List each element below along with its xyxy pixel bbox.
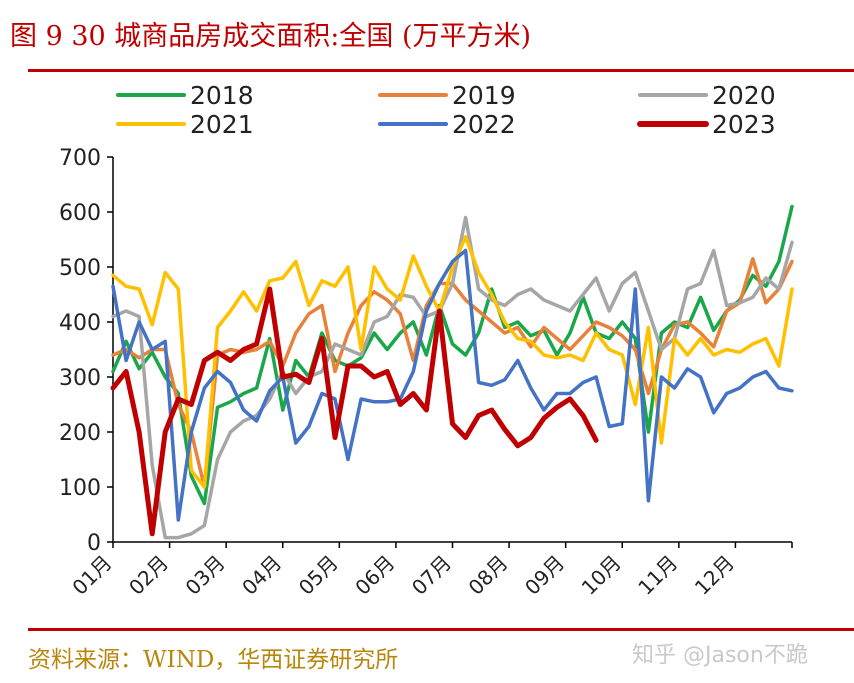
y-tick-label: 400 [59,311,101,336]
x-tick-label: 08月 [464,551,513,600]
x-tick-label: 05月 [294,551,343,600]
x-tick-label: 03月 [181,551,230,600]
source-note: 资料来源：WIND，华西证券研究所 [28,647,399,673]
legend-label-2023: 2023 [712,110,776,139]
x-tick-label: 02月 [124,551,173,600]
y-tick-label: 700 [59,146,101,171]
page-title: 图 9 30 城商品房成交面积:全国 (万平方米) [10,21,532,52]
x-tick-label: 11月 [633,551,682,600]
line-chart: 2018 2019 2020 2021 2022 2023 0 100 200 300 400 50… [59,81,794,600]
series-line-2022 [111,248,794,522]
series-line-2023 [110,286,599,537]
footer-rule [28,628,854,631]
y-tick-label: 100 [59,476,101,501]
legend-label-2019: 2019 [452,81,516,110]
series-line-2021 [111,235,794,489]
x-tick-label: 12月 [690,551,739,600]
series-line-2020 [111,215,794,540]
chart-plot-area [110,204,794,540]
title-rule [28,69,854,72]
y-tick-label: 200 [59,421,101,446]
legend-label-2022: 2022 [452,110,516,139]
x-tick-label: 04月 [237,551,286,600]
legend-label-2018: 2018 [190,81,254,110]
legend-label-2020: 2020 [712,81,776,110]
y-tick-label: 300 [59,366,101,391]
x-tick-label: 09月 [520,551,569,600]
x-tick-label: 06月 [350,551,399,600]
x-tick-label: 07月 [407,551,456,600]
x-tick-label: 01月 [67,551,116,600]
y-tick-label: 600 [59,201,101,226]
y-tick-label: 500 [59,256,101,281]
legend-label-2021: 2021 [190,110,254,139]
y-tick-label: 0 [87,531,101,556]
chart-legend: 2018 2019 2020 2021 2022 2023 [116,81,776,139]
watermark-text: 知乎 @Jason不跪 [632,643,808,668]
x-tick-label: 10月 [577,551,626,600]
